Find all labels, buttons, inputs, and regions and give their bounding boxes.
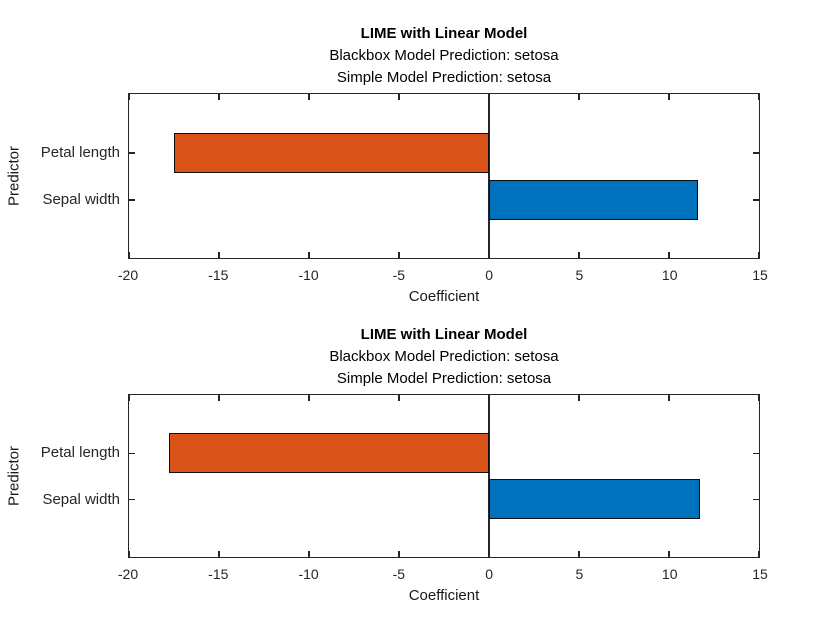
subtitle-blackbox-prediction: Blackbox Model Prediction: setosa [329, 47, 559, 64]
bar-petal-length [174, 133, 489, 174]
y-tick-label: Sepal width [42, 490, 120, 508]
x-tick-mark [758, 395, 760, 401]
x-tick-mark [758, 551, 760, 557]
x-tick-label: -10 [298, 566, 319, 582]
y-tick-label: Sepal width [42, 191, 120, 209]
x-tick-mark [668, 395, 670, 401]
plot-area [128, 93, 760, 259]
x-tick-label: 0 [485, 267, 494, 283]
y-tick-label: Petal length [40, 143, 120, 161]
x-tick-mark [578, 395, 580, 401]
x-tick-mark [668, 94, 670, 100]
bar-petal-length [168, 433, 489, 474]
x-tick-label: -15 [208, 566, 229, 582]
x-tick-label: -20 [117, 566, 139, 582]
x-axis-label: Coefficient [408, 288, 480, 305]
x-tick-mark [488, 551, 490, 557]
x-tick-label: -5 [392, 267, 406, 283]
x-tick-mark [218, 395, 220, 401]
x-tick-mark [668, 252, 670, 258]
x-tick-mark [758, 252, 760, 258]
x-tick-mark [398, 94, 400, 100]
y-tick-mark [753, 152, 759, 154]
x-tick-mark [218, 551, 220, 557]
y-axis-label: Predictor [5, 445, 23, 507]
y-axis-label: Predictor [5, 145, 23, 207]
x-tick-mark [488, 94, 490, 100]
x-tick-mark [128, 94, 130, 100]
y-tick-mark [129, 452, 135, 455]
x-tick-mark [758, 94, 760, 100]
x-tick-label: 10 [661, 267, 678, 283]
x-tick-mark [398, 395, 400, 401]
zero-baseline [488, 395, 490, 557]
x-tick-mark [128, 252, 130, 258]
x-tick-mark [308, 252, 310, 258]
x-tick-mark [128, 395, 130, 401]
zero-baseline [488, 94, 490, 258]
x-tick-mark [218, 252, 220, 258]
plot-area [128, 394, 760, 558]
x-tick-mark [308, 395, 310, 401]
y-tick-mark [129, 199, 135, 201]
title-block: LIME with Linear Model Blackbox Model Pr… [128, 24, 760, 88]
x-tick-mark [668, 551, 670, 557]
y-tick-mark [753, 498, 759, 501]
y-tick-mark [129, 498, 135, 501]
x-tick-mark [578, 94, 580, 100]
x-tick-label: -20 [117, 267, 139, 283]
x-tick-mark [488, 395, 490, 401]
chart-title: LIME with Linear Model [360, 326, 528, 343]
chart-title: LIME with Linear Model [360, 25, 528, 42]
x-tick-label: 0 [485, 566, 494, 582]
y-tick-mark [753, 199, 759, 201]
subtitle-simple-prediction: Simple Model Prediction: setosa [336, 370, 552, 387]
y-tick-mark [129, 152, 135, 154]
x-tick-label: 10 [661, 566, 678, 582]
bar-sepal-width [489, 479, 700, 520]
subtitle-blackbox-prediction: Blackbox Model Prediction: setosa [329, 348, 559, 365]
x-tick-label: 15 [752, 566, 768, 582]
x-tick-label: 5 [575, 566, 584, 582]
bar-sepal-width [489, 179, 698, 220]
x-tick-mark [128, 551, 130, 557]
x-tick-label: 5 [575, 267, 584, 283]
y-tick-label: Petal length [40, 444, 120, 462]
x-tick-mark [488, 252, 490, 258]
x-tick-mark [308, 94, 310, 100]
x-tick-mark [398, 551, 400, 557]
x-tick-label: 15 [752, 267, 768, 283]
subtitle-simple-prediction: Simple Model Prediction: setosa [336, 69, 552, 86]
x-tick-mark [398, 252, 400, 258]
x-tick-mark [308, 551, 310, 557]
x-tick-label: -15 [208, 267, 229, 283]
x-tick-mark [578, 252, 580, 258]
title-block: LIME with Linear Model Blackbox Model Pr… [128, 325, 760, 389]
y-tick-mark [753, 452, 759, 455]
x-tick-label: -5 [392, 566, 406, 582]
x-tick-label: -10 [298, 267, 319, 283]
x-axis-label: Coefficient [408, 587, 480, 604]
x-tick-mark [218, 94, 220, 100]
x-tick-mark [578, 551, 580, 557]
